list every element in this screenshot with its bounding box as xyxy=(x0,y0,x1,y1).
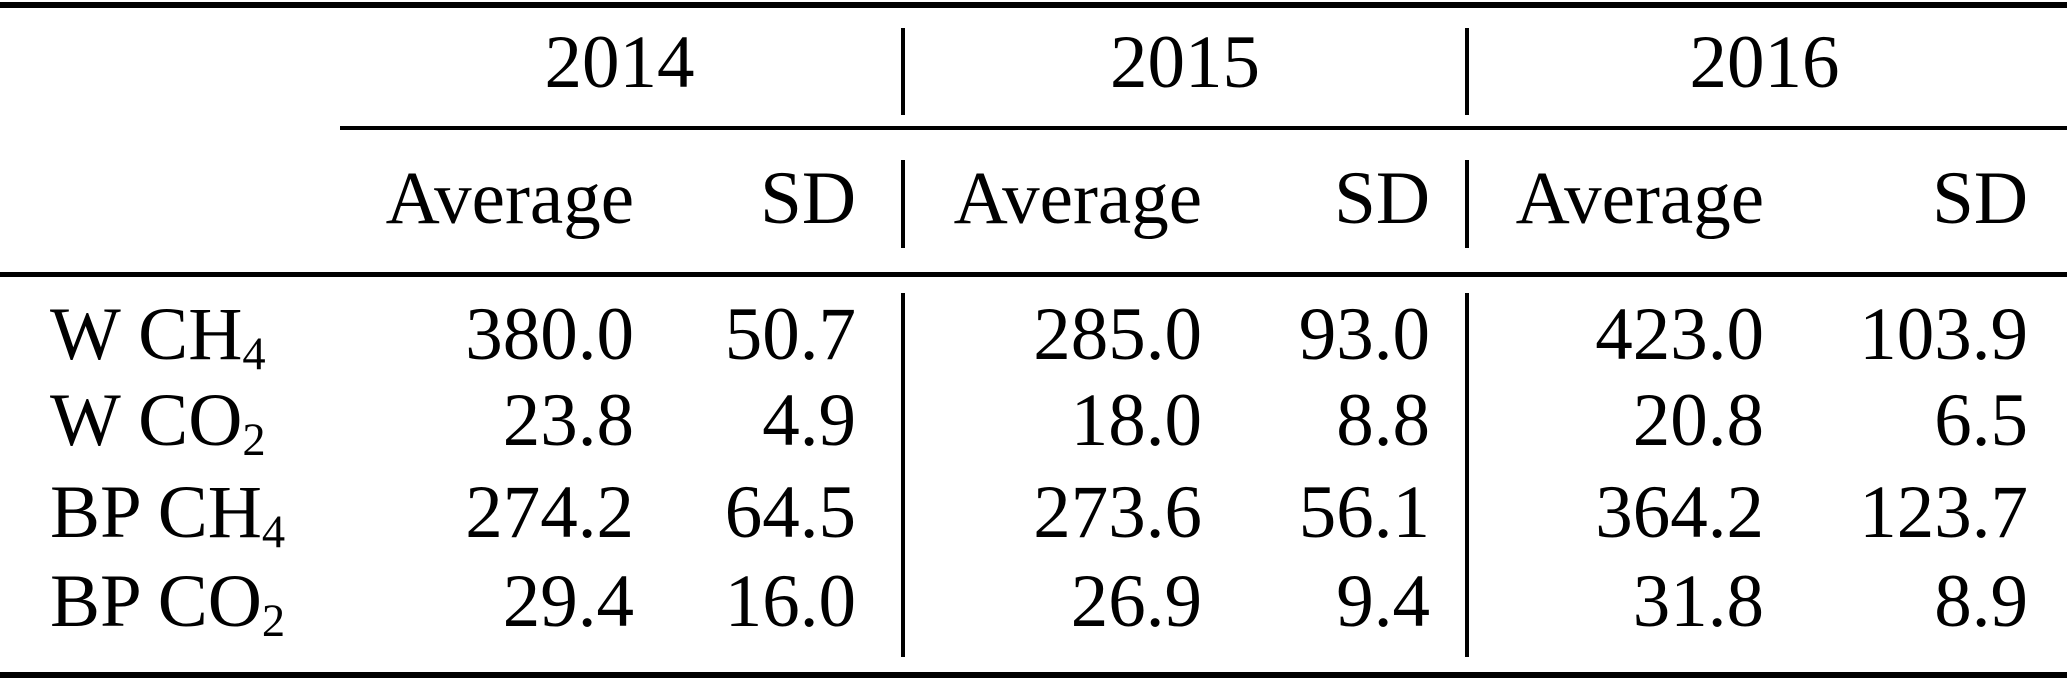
cell-bp-co2-2014-average: 29.4 xyxy=(502,560,634,643)
top-rule xyxy=(0,2,2067,8)
row-label-text: BP CO xyxy=(50,560,262,643)
row-label-bp-ch4: BP CH4 xyxy=(50,470,350,556)
vsep-2015-2016-data-rows xyxy=(1465,293,1469,657)
subheader-2014-sd: SD xyxy=(760,157,856,240)
cell-bp-ch4-2016-average: 364.2 xyxy=(1595,471,1764,554)
bottom-rule xyxy=(0,672,2067,678)
cell-bp-ch4-2014-sd: 64.5 xyxy=(724,471,856,554)
cell-bp-ch4-2015-average: 273.6 xyxy=(1033,471,1202,554)
chemical-subscript: 4 xyxy=(261,507,286,559)
cell-bp-co2-2016-average: 31.8 xyxy=(1632,560,1764,643)
subheader-2015-sd: SD xyxy=(1334,157,1430,240)
cell-w-co2-2016-average: 20.8 xyxy=(1632,379,1764,462)
chemical-subscript: 4 xyxy=(242,329,266,381)
subheader-2015-average: Average xyxy=(953,157,1202,240)
cell-bp-co2-2016-sd: 8.9 xyxy=(1934,560,2028,643)
cell-w-ch4-2015-average: 285.0 xyxy=(1033,293,1202,376)
row-label-text: W CH xyxy=(50,293,243,376)
year-header-2015: 2015 xyxy=(1110,21,1260,104)
header-midrule xyxy=(0,272,2067,277)
cell-w-co2-2014-average: 23.8 xyxy=(502,379,634,462)
cell-bp-co2-2015-sd: 9.4 xyxy=(1336,560,1430,643)
year-header-2016: 2016 xyxy=(1689,21,1840,104)
cell-bp-ch4-2016-sd: 123.7 xyxy=(1859,471,2028,554)
cell-bp-co2-2015-average: 26.9 xyxy=(1070,560,1202,643)
vsep-2014-2015-year-row xyxy=(901,28,905,115)
vsep-2014-2015-subheader-row xyxy=(901,160,905,248)
vsep-2015-2016-subheader-row xyxy=(1465,160,1469,248)
cell-w-co2-2015-sd: 8.8 xyxy=(1336,379,1430,462)
cell-w-ch4-2015-sd: 93.0 xyxy=(1298,293,1430,376)
cell-w-co2-2015-average: 18.0 xyxy=(1070,379,1202,462)
year-header-2014: 2014 xyxy=(544,21,695,104)
cell-bp-ch4-2014-average: 274.2 xyxy=(465,471,634,554)
subheader-2014-average: Average xyxy=(385,157,634,240)
row-label-text: BP CH xyxy=(50,471,262,554)
cell-bp-co2-2014-sd: 16.0 xyxy=(724,560,856,643)
cell-w-ch4-2016-average: 423.0 xyxy=(1595,293,1764,376)
subheader-2016-average: Average xyxy=(1515,157,1764,240)
vsep-2015-2016-year-row xyxy=(1465,28,1469,115)
chemical-subscript: 2 xyxy=(242,415,266,467)
cell-w-co2-2016-sd: 6.5 xyxy=(1934,379,2028,462)
cell-w-ch4-2016-sd: 103.9 xyxy=(1859,293,2028,376)
vsep-2014-2015-data-rows xyxy=(901,293,905,657)
row-label-text: W CO xyxy=(50,379,243,462)
cell-w-ch4-2014-sd: 50.7 xyxy=(724,293,856,376)
year-cmidrule xyxy=(340,126,2067,130)
cell-w-ch4-2014-average: 380.0 xyxy=(465,293,634,376)
subheader-2016-sd: SD xyxy=(1932,157,2028,240)
cell-w-co2-2014-sd: 4.9 xyxy=(762,379,856,462)
chemical-subscript: 2 xyxy=(261,596,286,648)
row-label-bp-co2: BP CO2 xyxy=(50,559,350,645)
row-label-w-ch4: W CH4 xyxy=(50,292,350,378)
cell-bp-ch4-2015-sd: 56.1 xyxy=(1298,471,1430,554)
row-label-w-co2: W CO2 xyxy=(50,378,350,464)
